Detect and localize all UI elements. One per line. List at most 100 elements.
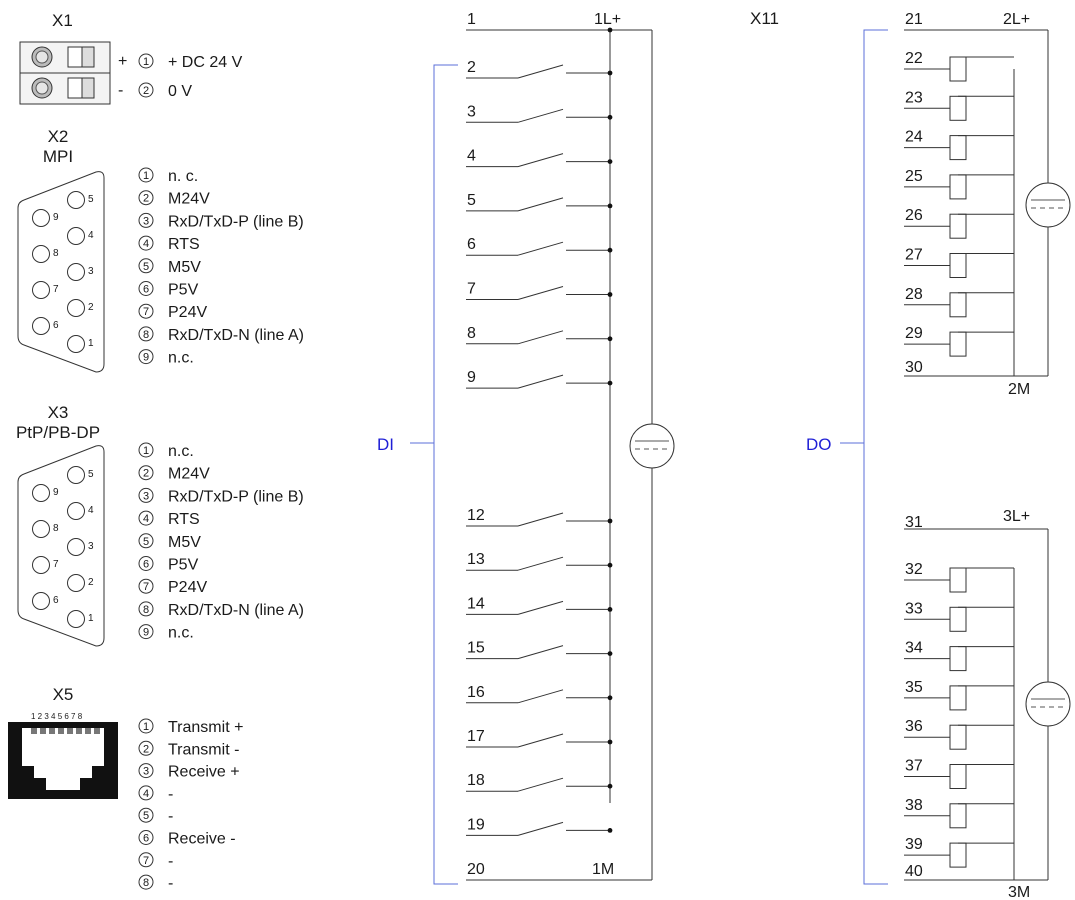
do-load-icon	[949, 213, 967, 239]
x2-pin-label: RxD/TxD-N (line A)	[168, 327, 304, 344]
dsub-pin-number: 1	[88, 613, 94, 624]
x1-pin-sign: +	[118, 53, 127, 70]
junction-dot	[607, 247, 613, 253]
di-switch-icon	[517, 330, 564, 345]
x3-pin-number: 3	[143, 490, 149, 502]
di-pin-top: 1	[467, 11, 476, 28]
x3-pin-number-circle	[138, 487, 154, 503]
x2-pin-number-circle	[138, 303, 154, 319]
dsub-pin-hole	[32, 520, 50, 538]
do-output-pin: 28	[905, 286, 923, 303]
x3-title: X3	[48, 403, 69, 422]
do-load-icon	[949, 95, 967, 121]
do-group1-bottom-pin: 30	[905, 359, 923, 376]
x1-pin-number-circle	[138, 82, 154, 98]
do-output-pin: 35	[905, 679, 923, 696]
x1-pin-label: 0 V	[168, 83, 192, 100]
x11-title: X11	[750, 9, 779, 28]
x2-pin-label: P5V	[168, 282, 199, 299]
junction-dot	[607, 518, 613, 524]
di-switch-icon	[517, 689, 564, 704]
dsub-pin-hole	[67, 263, 85, 281]
x2-connector: X2 MPI 5 9 4 8 3 7 2 6 1 1 n. c. 2 M24V 3 RxD/TxD-P (…	[17, 127, 304, 373]
dsub-pin-hole	[32, 317, 50, 335]
junction-dot	[607, 159, 613, 165]
dsub-pin-hole	[32, 245, 50, 263]
do-group2-top-pin: 31	[905, 514, 923, 531]
do-output-pin: 34	[905, 640, 923, 657]
x1-pin-number-circle	[138, 53, 154, 69]
di-switch-icon	[517, 645, 564, 660]
do-output-pin: 36	[905, 718, 923, 735]
x5-pin-number: 5	[143, 810, 149, 822]
x2-pin-number: 9	[143, 352, 149, 364]
di-switch-icon	[517, 286, 564, 300]
do-group2-status-led-icon	[1025, 681, 1071, 727]
di-input-pin: 12	[467, 507, 485, 524]
di-input-pin: 17	[467, 728, 485, 745]
di-input-pin: 16	[467, 684, 485, 701]
dsub-pin-hole	[67, 227, 85, 245]
x5-pin-label: -	[168, 786, 173, 803]
di-switch-icon	[517, 153, 564, 168]
junction-dot	[607, 783, 613, 789]
x5-pin-label: -	[168, 853, 173, 870]
x2-pin-number: 1	[143, 170, 149, 182]
junction-dot	[607, 562, 613, 568]
x2-pin-number-circle	[138, 258, 154, 274]
rj45-contact	[76, 728, 82, 734]
x2-pin-label: P24V	[168, 304, 207, 321]
x2-pin-number: 6	[143, 284, 149, 296]
do-group2-bottom-pin: 40	[905, 863, 923, 880]
x3-subtitle: PtP/PB-DP	[16, 423, 100, 442]
dsub-pin-number: 1	[88, 338, 94, 349]
do-output-pin: 26	[905, 207, 923, 224]
x2-pin-number: 5	[143, 261, 149, 273]
dsub-pin-hole	[32, 281, 50, 299]
x2-pin-number-circle	[138, 167, 154, 183]
x3-pin-number: 1	[143, 445, 149, 457]
dsub-pin-number: 5	[88, 469, 94, 480]
x1-connector: X1 +1 + DC 24 V - 2 0 V	[19, 11, 243, 105]
x5-pin-number: 2	[143, 743, 149, 755]
do-output-pin: 22	[905, 50, 923, 67]
junction-dot	[607, 695, 613, 701]
do-load-icon	[949, 803, 967, 829]
dsub-pin-number: 6	[53, 595, 59, 606]
junction-dot	[607, 70, 613, 76]
do-load-icon	[949, 842, 967, 868]
di-status-led-icon	[629, 423, 675, 469]
dsub-pin-hole	[67, 502, 85, 520]
dsub-pin-number: 9	[53, 487, 59, 498]
x2-pin-number-circle	[138, 235, 154, 251]
dsub-pin-number: 4	[88, 230, 94, 241]
x2-pin-number-circle	[138, 349, 154, 365]
di-switch-icon	[517, 374, 564, 389]
dsub-pin-hole	[32, 209, 50, 227]
x3-pin-number: 9	[143, 627, 149, 639]
x5-pin-label: -	[168, 875, 173, 892]
x3-pin-number-circle	[138, 601, 154, 617]
dsub-pin-hole	[67, 191, 85, 209]
do-output-pin: 39	[905, 836, 923, 853]
do-group2-ground: 3M	[1008, 884, 1030, 900]
do-load-icon	[949, 685, 967, 711]
x2-pin-label: n. c.	[168, 168, 198, 185]
do-load-icon	[949, 567, 967, 593]
do-load-icon	[949, 606, 967, 632]
di-supply-top: 1L+	[594, 11, 621, 28]
x3-pin-number-circle	[138, 578, 154, 594]
dsub-pin-number: 4	[88, 505, 94, 516]
do-output-pin: 25	[905, 168, 923, 185]
do-load-icon	[949, 174, 967, 200]
di-switch-icon	[517, 600, 564, 615]
x2-pin-number: 7	[143, 306, 149, 318]
di-switch-icon	[517, 733, 564, 748]
x1-pin-number: 2	[143, 85, 149, 97]
x2-pin-label: n.c.	[168, 350, 194, 367]
dsub-pin-number: 5	[88, 194, 94, 205]
dsub-pin-hole	[67, 574, 85, 592]
x5-pin-number-circle	[138, 785, 154, 801]
di-switch-icon	[517, 777, 564, 792]
di-input-pin: 3	[467, 103, 476, 120]
